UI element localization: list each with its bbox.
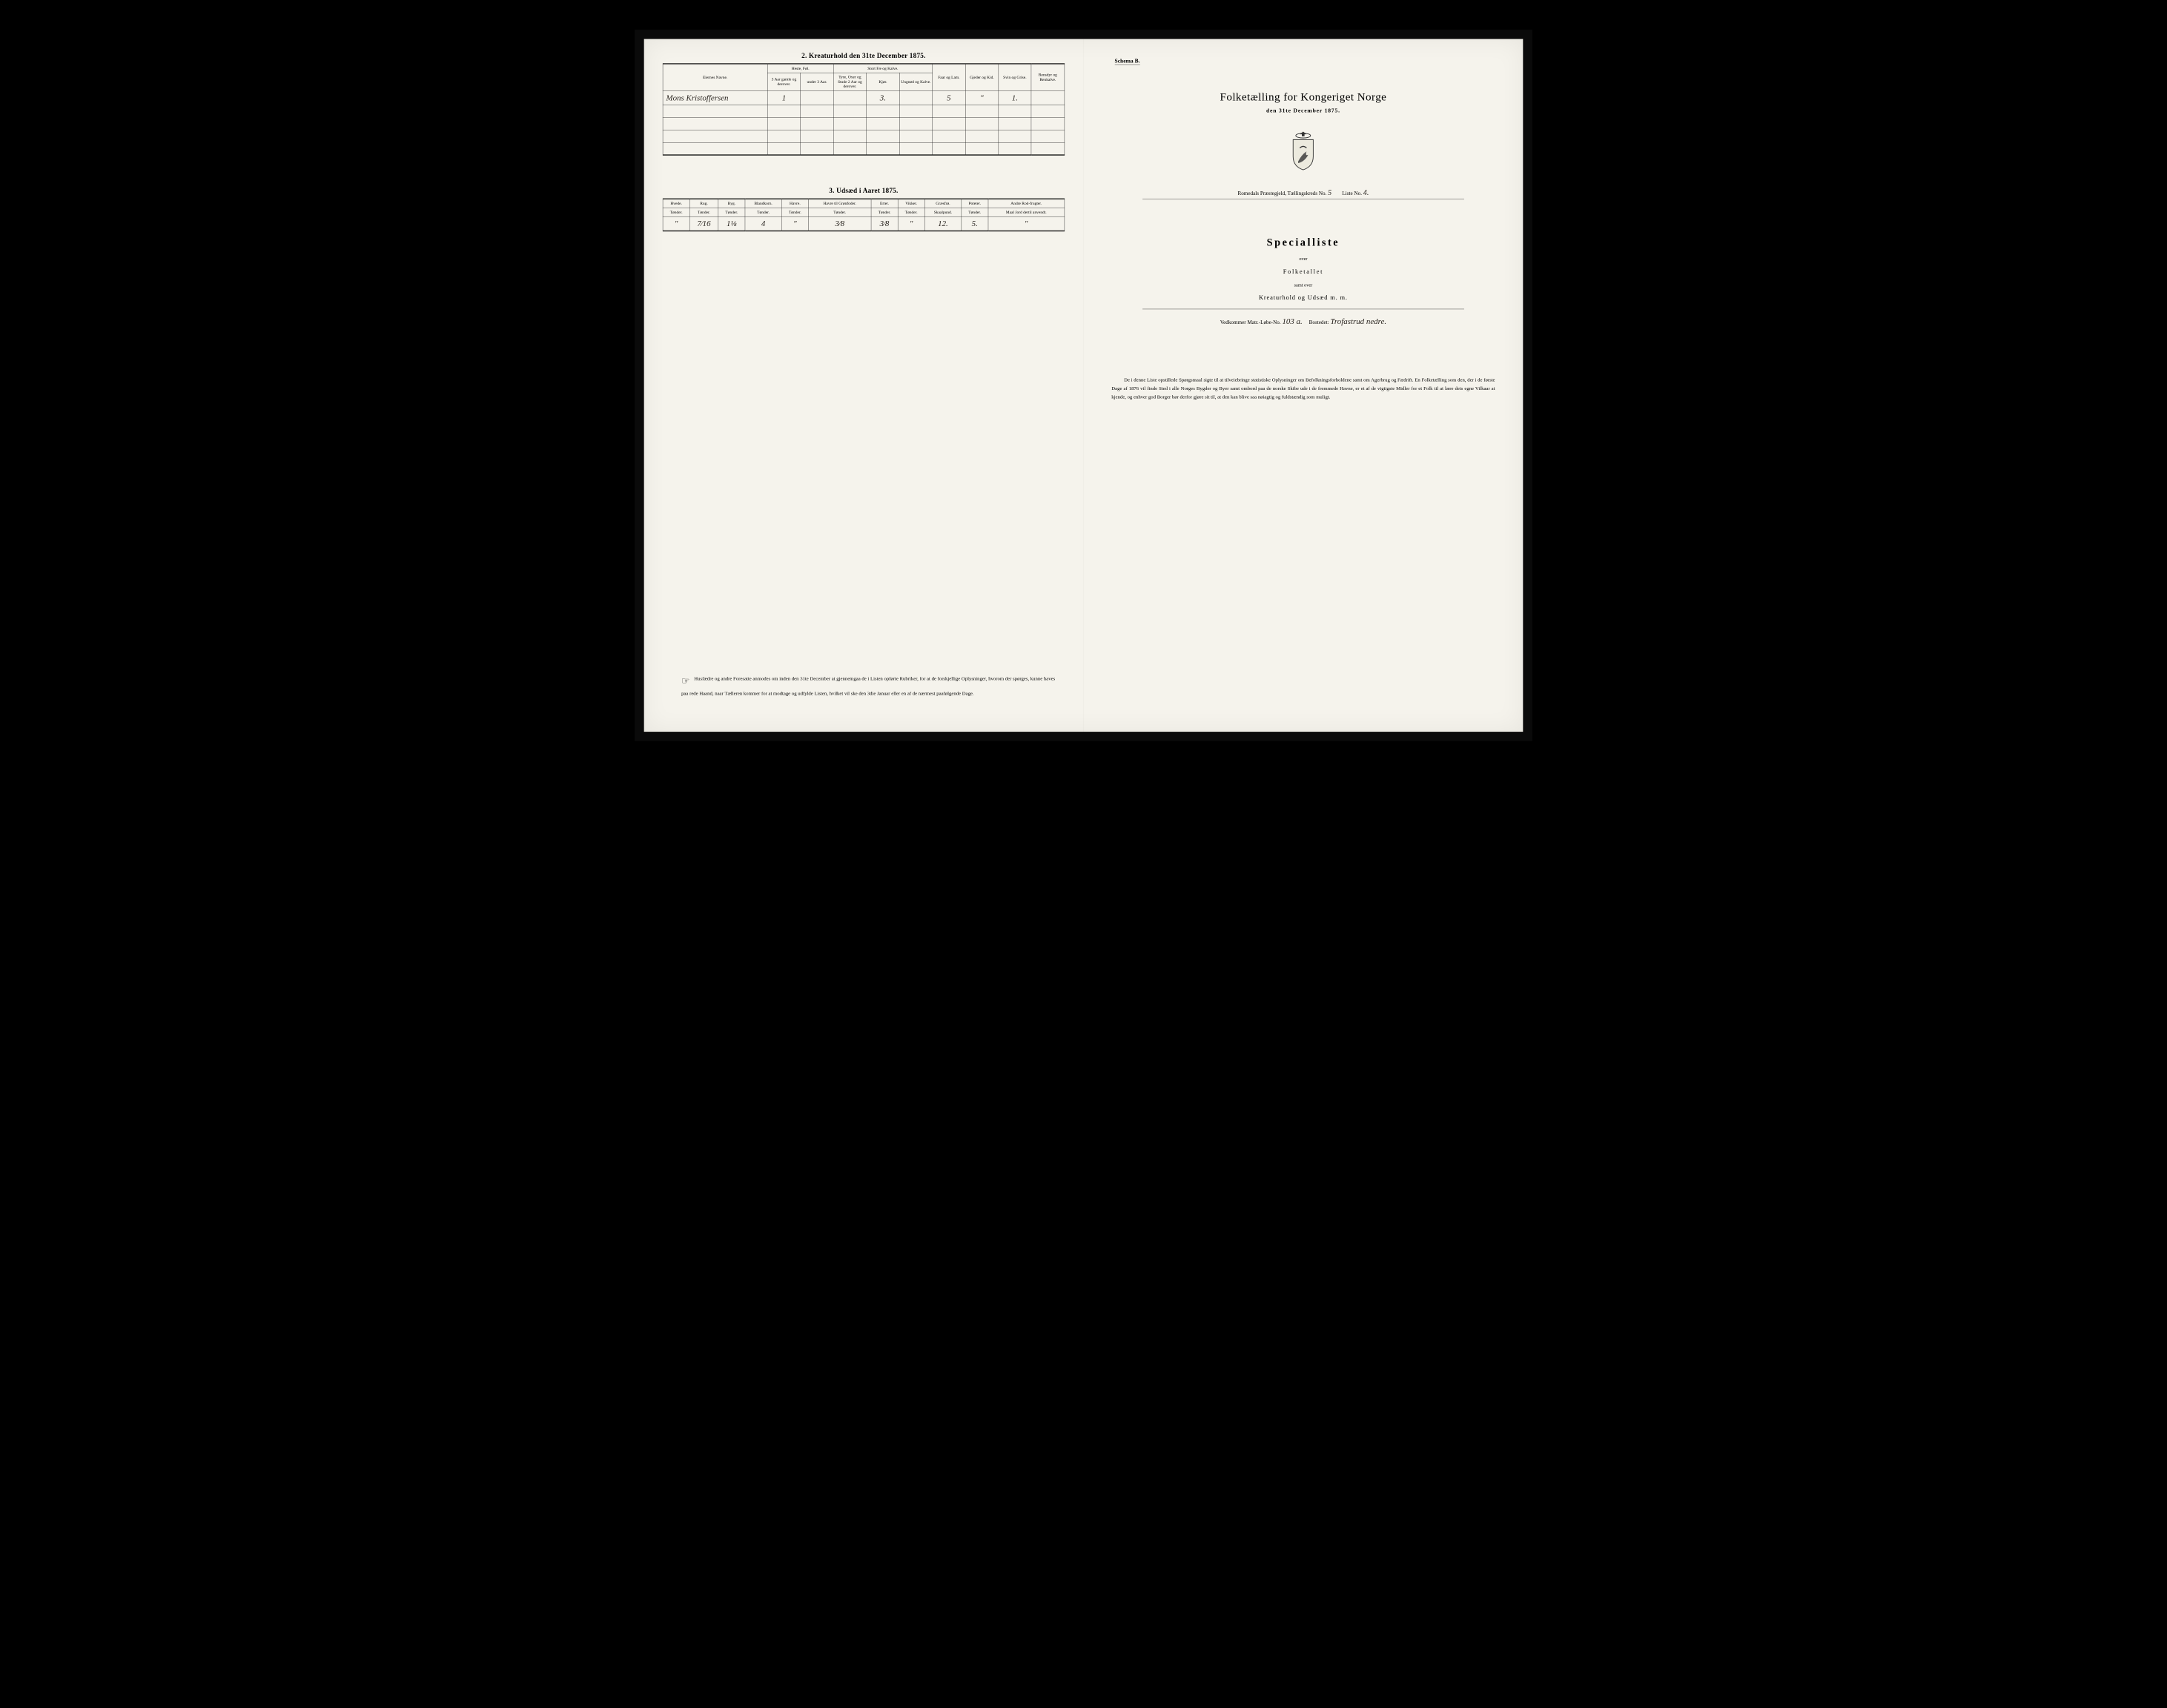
mixed-value: 4 [745, 216, 781, 231]
horses-3plus-value: 1 [767, 90, 800, 105]
col-horses-under3: under 3 Aar. [801, 73, 833, 90]
peas-value: 3⁄8 [871, 216, 898, 231]
property-line: Vedkommer Matr.-Løbe-No. 103 a. Bostedet… [1102, 317, 1504, 326]
kreaturhold-label: Kreaturhold og Udsæd m. m. [1102, 294, 1504, 302]
unit-grass: Skaalpund. [924, 208, 961, 216]
col-grass-seed: Græsfrø. [924, 199, 961, 208]
instruction-note: ☞ Husfædre og andre Foresatte anmodes om… [681, 675, 1062, 698]
col-owner-name: Eiernes Navne. [663, 64, 767, 90]
col-sheep: Faar og Lam. [933, 64, 965, 90]
samt-over-label: samt over [1102, 282, 1504, 288]
folketallet-label: Folketallet [1102, 268, 1504, 276]
unit-barley: Tønder. [718, 208, 745, 216]
barley-value: 1⅛ [718, 216, 745, 231]
section2-heading: 2. Kreaturhold den 31te December 1875. [663, 51, 1065, 59]
potatoes-value: 5. [962, 216, 988, 231]
bostedet-label: Bostedet: [1309, 320, 1329, 325]
col-horses-group: Heste, Føl. [767, 64, 833, 73]
explanatory-paragraph: De i denne Liste opstillede Spørgsmaal s… [1102, 376, 1504, 401]
grass-value: 12. [924, 216, 961, 231]
col-cattle-bulls: Tyre, Oxer og Stude 2 Aar og derover. [833, 73, 866, 90]
col-pigs: Svin og Grise. [999, 64, 1031, 90]
col-barley: Byg. [718, 199, 745, 208]
col-goats: Gjeder og Kid. [965, 64, 998, 90]
pointing-hand-icon: ☞ [681, 673, 689, 688]
unit-oats: Tønder. [781, 208, 808, 216]
col-cattle-young: Ungnød og Kalve. [899, 73, 932, 90]
oats-value: " [781, 216, 808, 231]
col-wheat: Hvede. [663, 199, 689, 208]
horses-under3-value [801, 90, 833, 105]
pigs-value: 1. [999, 90, 1031, 105]
scan-frame: 2. Kreaturhold den 31te December 1875. E… [635, 30, 1532, 741]
col-oats: Havre. [781, 199, 808, 208]
col-rye: Rug. [689, 199, 718, 208]
census-title: Folketælling for Kongeriget Norge [1102, 90, 1504, 103]
col-reindeer: Rensdyr og Renkalve. [1031, 64, 1065, 90]
oats-green-value: 3⁄8 [808, 216, 871, 231]
district-label: Romedals Præstegjeld, Tællingskreds No. [1237, 191, 1326, 196]
col-cattle-cows: Kjør. [867, 73, 899, 90]
livestock-table: Eiernes Navne. Heste, Føl. Stort Fæ og K… [663, 63, 1065, 155]
district-line: Romedals Præstegjeld, Tællingskreds No. … [1142, 189, 1464, 199]
col-mixed-grain: Blandkorn. [745, 199, 781, 208]
liste-label: Liste No. [1342, 191, 1362, 196]
over-label: over [1102, 256, 1504, 262]
unit-wheat: Tønder. [663, 208, 689, 216]
liste-number: 4. [1363, 189, 1369, 197]
col-vetches: Vikker. [898, 199, 924, 208]
census-subtitle: den 31te December 1875. [1102, 107, 1504, 114]
unit-vetches: Tønder. [898, 208, 924, 216]
rye-value: 7⁄16 [689, 216, 718, 231]
matr-label: Vedkommer Matr.-Løbe-No. [1220, 320, 1281, 325]
col-horses-3plus: 3 Aar gamle og derover. [767, 73, 800, 90]
left-page: 2. Kreaturhold den 31te December 1875. E… [644, 39, 1084, 732]
col-root-crops: Andre Rod-frugter. [988, 199, 1065, 208]
unit-oats-green: Tønder. [808, 208, 871, 216]
col-potatoes: Poteter. [962, 199, 988, 208]
bostedet-value: Trofastrud nedre. [1330, 317, 1386, 325]
owner-name-value: Mons Kristoffersen [663, 90, 767, 105]
root-value: " [988, 216, 1065, 231]
district-number: 5 [1328, 189, 1331, 197]
unit-potatoes: Tønder. [962, 208, 988, 216]
section3-heading: 3. Udsæd i Aaret 1875. [663, 187, 1065, 195]
cattle-bulls-value [833, 90, 866, 105]
right-page: Schema B. Folketælling for Kongeriget No… [1084, 39, 1523, 732]
unit-rye: Tønder. [689, 208, 718, 216]
col-cattle-group: Stort Fæ og Kalve. [833, 64, 932, 73]
specialliste-heading: Specialliste [1102, 236, 1504, 248]
unit-mixed: Tønder. [745, 208, 781, 216]
wheat-value: " [663, 216, 689, 231]
vetches-value: " [898, 216, 924, 231]
cattle-young-value [899, 90, 932, 105]
goats-value: " [965, 90, 998, 105]
instruction-text: Husfædre og andre Foresatte anmodes om i… [681, 676, 1055, 696]
document-paper: 2. Kreaturhold den 31te December 1875. E… [644, 39, 1523, 732]
reindeer-value [1031, 90, 1065, 105]
unit-root: Maal Jord dertil anvendt. [988, 208, 1065, 216]
unit-peas: Tønder. [871, 208, 898, 216]
sheep-value: 5 [933, 90, 965, 105]
col-peas: Erter. [871, 199, 898, 208]
cattle-cows-value: 3. [867, 90, 899, 105]
coat-of-arms-icon [1102, 130, 1504, 173]
sowing-table: Hvede. Rug. Byg. Blandkorn. Havre. Havre… [663, 199, 1065, 231]
schema-label: Schema B. [1115, 58, 1140, 65]
matr-number: 103 a. [1282, 317, 1302, 325]
col-oats-green: Havre til Grønfoder. [808, 199, 871, 208]
